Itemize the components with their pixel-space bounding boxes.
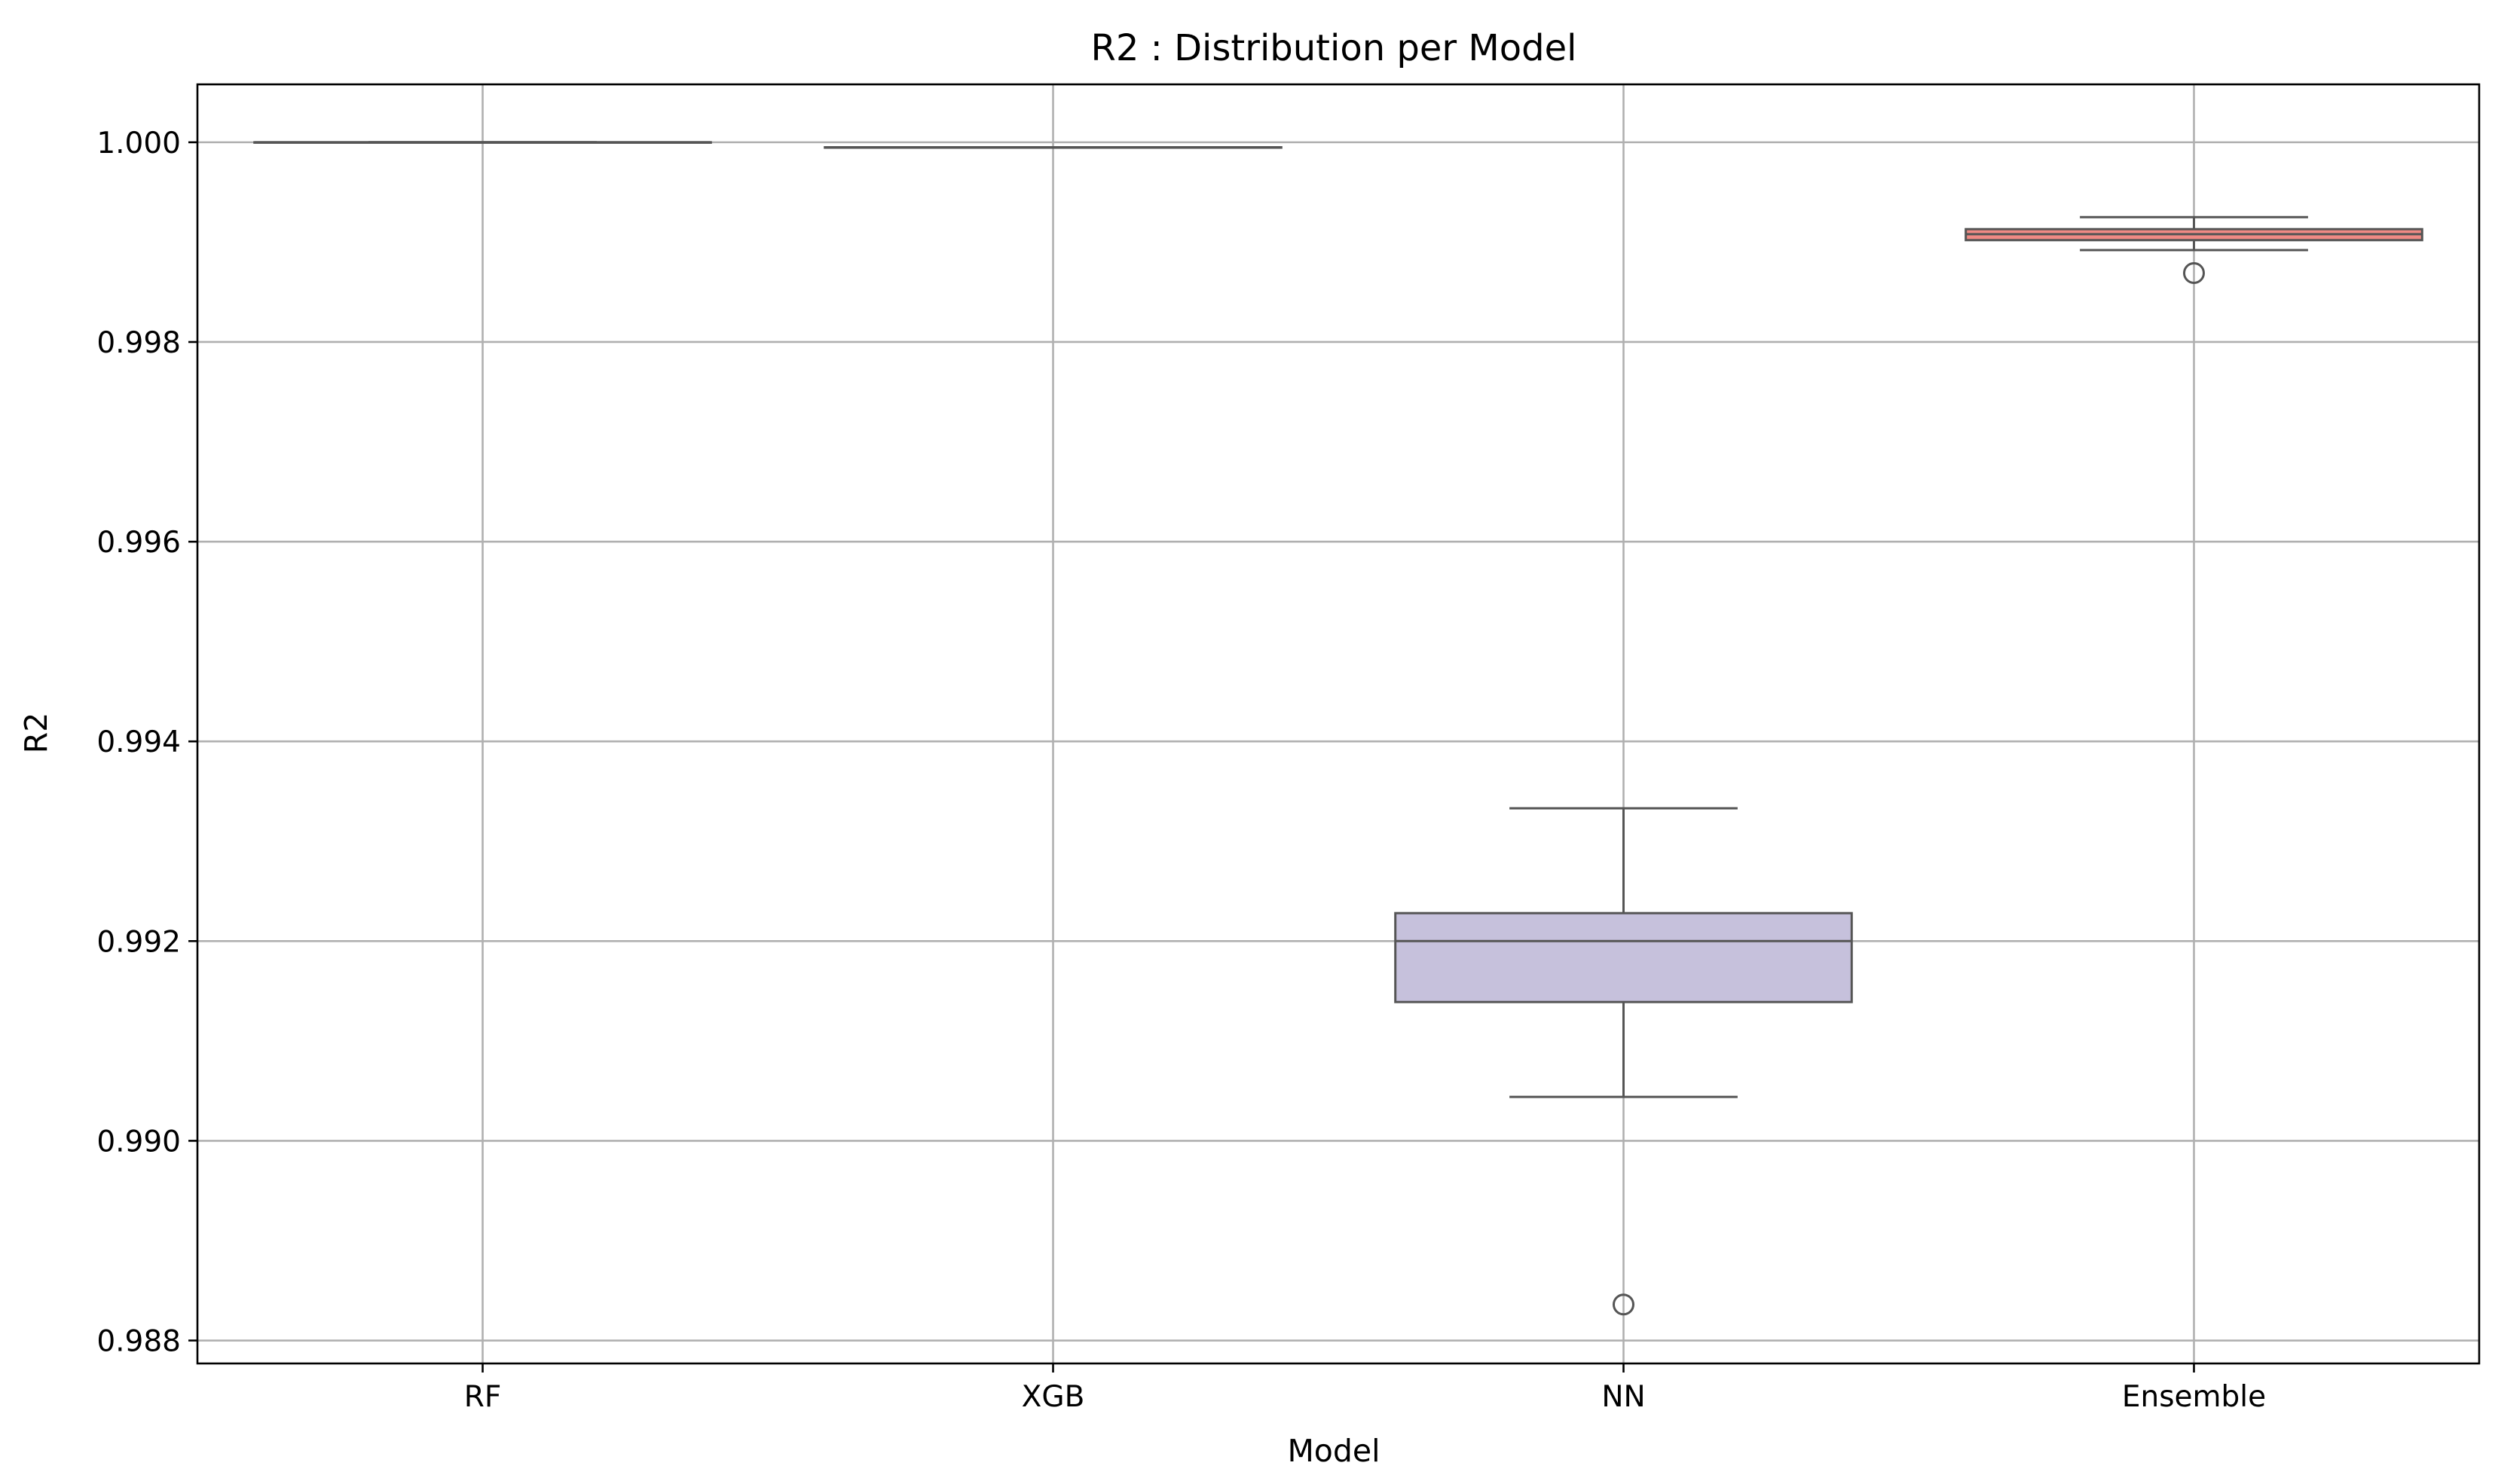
box-series — [253, 141, 2423, 1316]
x-axis-label: Model — [1287, 1433, 1380, 1469]
y-axis-ticks: 0.988 0.990 0.992 0.994 0.996 0.998 1.000 — [96, 127, 197, 1359]
y-tick-label: 1.000 — [96, 127, 181, 160]
y-tick-label: 0.998 — [96, 326, 181, 360]
y-tick-label: 0.996 — [96, 526, 181, 560]
outlier-point — [2183, 262, 2205, 285]
x-tick-label: NN — [1601, 1380, 1645, 1414]
box-group-ensemble — [1965, 215, 2423, 285]
x-tick-label: XGB — [1022, 1380, 1085, 1414]
plot-frame — [196, 83, 2481, 1365]
grid — [197, 84, 2479, 1363]
box-group-rf — [253, 141, 712, 144]
y-axis-label: R2 — [18, 713, 54, 754]
chart-title: R2 : Distribution per Model — [1091, 27, 1577, 69]
y-tick-label: 0.994 — [96, 725, 181, 759]
y-tick-label: 0.988 — [96, 1325, 181, 1359]
x-axis-ticks: RF XGB NN Ensemble — [464, 1363, 2266, 1414]
x-tick-label: RF — [464, 1380, 502, 1414]
box — [1394, 911, 1853, 1003]
y-tick-label: 0.992 — [96, 925, 181, 959]
box-group-nn — [1394, 807, 1853, 1316]
x-tick-label: Ensemble — [2122, 1380, 2266, 1414]
y-tick-label: 0.990 — [96, 1125, 181, 1159]
outlier-point — [1613, 1293, 1634, 1316]
